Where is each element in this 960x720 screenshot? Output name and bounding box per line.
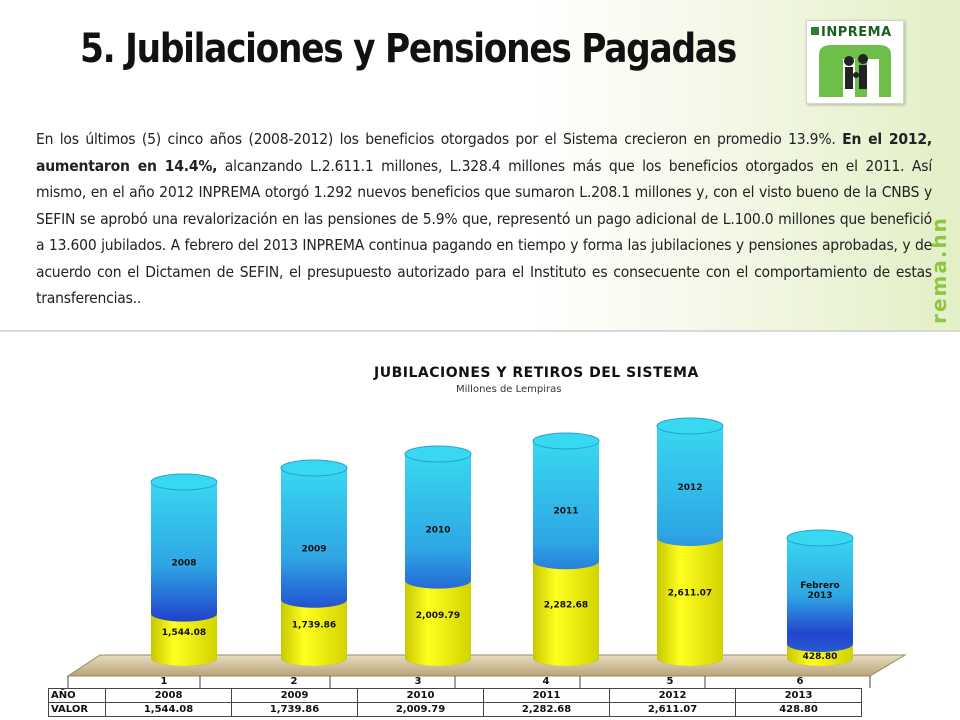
section-divider [0,330,960,332]
slide-header-background [0,0,960,330]
bar-cap [532,432,600,450]
bar-cap [280,459,348,477]
bar-2: 2009 1,739.86 [280,459,348,666]
paragraph-bold: En el 2012, aumentaron en 14.4%, [36,130,932,175]
x-tick-label: 5 [667,676,674,687]
table-row-value: VALOR 1,544.08 1,739.86 2,009.79 2,282.6… [48,702,862,717]
bar-year-label: 2008 [171,559,196,569]
paragraph-part-2: alcanzando L.2.611.1 millones, L.328.4 m… [36,156,932,308]
bar-1: 2008 1,544.08 [150,473,218,666]
bar-year-label: 2013 [807,591,832,601]
x-tick-label: 3 [415,676,422,687]
table-cell: 2,282.68 [483,702,610,717]
inprema-logo: INPREMA [806,20,904,104]
x-tick-label: 4 [543,676,550,687]
bar-lower [787,644,853,666]
bar-cap [404,445,472,463]
page-title: 5. Jubilaciones y Pensiones Pagadas [80,26,737,72]
table-cell: 2010 [357,688,484,703]
x-tick-label: 2 [291,676,298,687]
bar-cap [150,473,218,491]
chart-subtitle: Millones de Lempiras [456,384,562,395]
intro-paragraph: En los últimos (5) cinco años (2008-2012… [36,126,932,312]
x-tick-label: 1 [161,676,168,687]
table-row-year: AÑO 2008 2009 2010 2011 2012 2013 [48,688,862,703]
bar-cap [786,529,854,547]
bar-lower [533,561,599,666]
table-cell: 2,611.07 [609,702,736,717]
bar-year-label: 2009 [301,545,326,555]
bar-lower [281,599,347,666]
bar-value-label: 2,009.79 [416,611,460,621]
bar-4: 2011 2,282.68 [532,432,600,666]
bar-year-label: 2012 [677,483,702,493]
logo-text: INPREMA [821,25,892,40]
table-cell: 2008 [105,688,232,703]
paragraph-part-1: En los últimos (5) cinco años (2008-2012… [36,130,843,148]
table-cell: 2,009.79 [357,702,484,717]
bar-year-label: 2011 [553,506,578,516]
logo-square-icon [811,27,819,35]
bar-lower [151,613,217,666]
table-cell: 2013 [735,688,862,703]
bar-year-label: 2010 [425,526,450,536]
bar-value-label: 2,611.07 [668,589,712,599]
bar-year-label: Febrero [800,581,840,591]
pension-bar-chart: 2008 1,544.08 2009 1,739.86 2010 2,009.79 2011… [66,417,907,688]
chart-title: JUBILACIONES Y RETIROS DEL SISTEMA [374,365,699,381]
x-tick-label: 6 [797,676,804,687]
bar-upper [787,538,853,666]
table-row-label: AÑO [48,688,106,703]
bar-value-label: 2,282.68 [544,601,588,611]
bar-5: 2012 2,611.07 [656,417,724,666]
table-cell: 1,739.86 [231,702,358,717]
table-cell: 2012 [609,688,736,703]
bar-3: 2010 2,009.79 [404,445,472,666]
bar-value-label: 1,544.08 [162,628,206,638]
bar-lower [405,580,471,666]
bar-upper [151,482,217,666]
table-cell: 1,544.08 [105,702,232,717]
table-cell: 428.80 [735,702,862,717]
bar-value-label: 428.80 [803,652,838,662]
people-icon [819,45,891,97]
table-cell: 2011 [483,688,610,703]
table-cell: 2009 [231,688,358,703]
table-row-label: VALOR [48,702,106,717]
bar-cap [656,417,724,435]
data-table: AÑO 2008 2009 2010 2011 2012 2013 VALOR … [48,688,862,717]
bar-value-label: 1,739.86 [292,621,336,631]
bar-lower [657,538,723,666]
